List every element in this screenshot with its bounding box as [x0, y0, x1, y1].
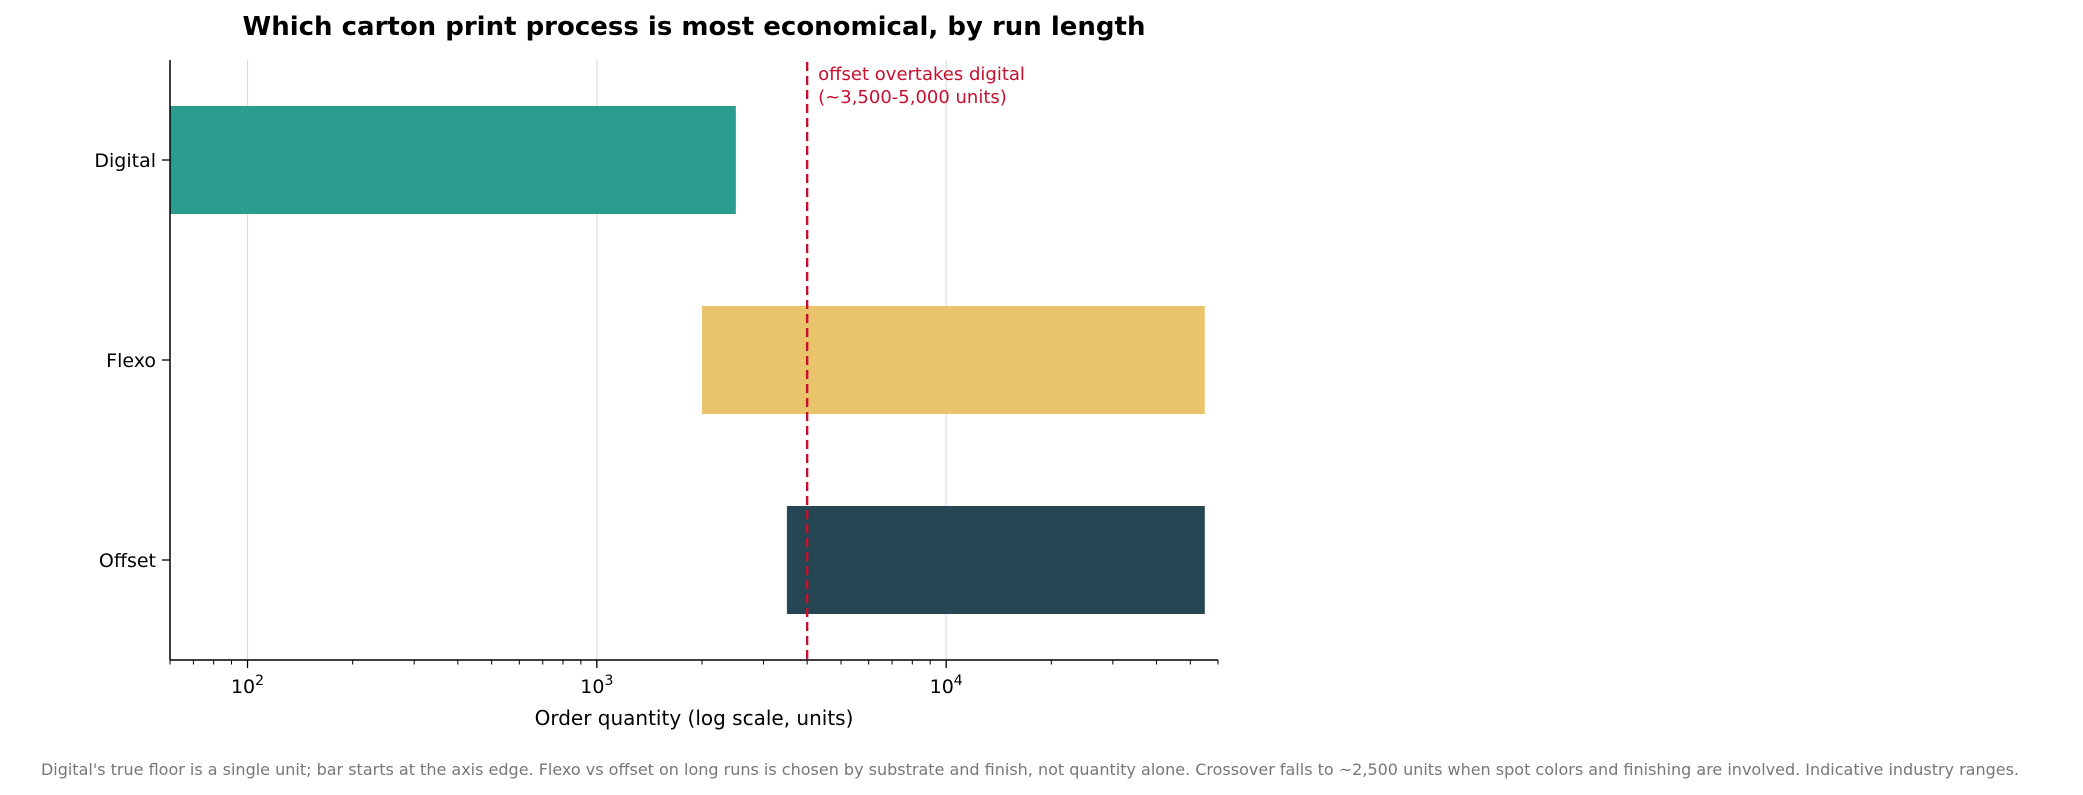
bar-offset: [786, 506, 1205, 614]
bars: [170, 106, 1205, 614]
reference-label-line2: (~3,500-5,000 units): [818, 87, 1007, 108]
bar-digital: [170, 106, 736, 214]
x-tick-label-0: 102: [231, 673, 264, 698]
reference-line-group: offset overtakes digital(~3,500-5,000 un…: [805, 62, 1025, 660]
chart-title: Which carton print process is most econo…: [243, 12, 1146, 42]
x-tick-label-2: 104: [930, 673, 963, 698]
bar-flexo: [701, 306, 1205, 414]
y-tick-label-digital: Digital: [94, 150, 156, 172]
axes: 102 103 104 Digital Flexo Offset: [94, 60, 1219, 698]
y-tick-label-flexo: Flexo: [106, 350, 156, 372]
y-tick-label-offset: Offset: [99, 550, 156, 572]
x-axis-label: Order quantity (log scale, units): [535, 706, 854, 730]
footnote: Digital's true floor is a single unit; b…: [41, 760, 2019, 779]
x-tick-label-1: 103: [580, 673, 613, 698]
reference-label-line1: offset overtakes digital: [818, 64, 1025, 85]
